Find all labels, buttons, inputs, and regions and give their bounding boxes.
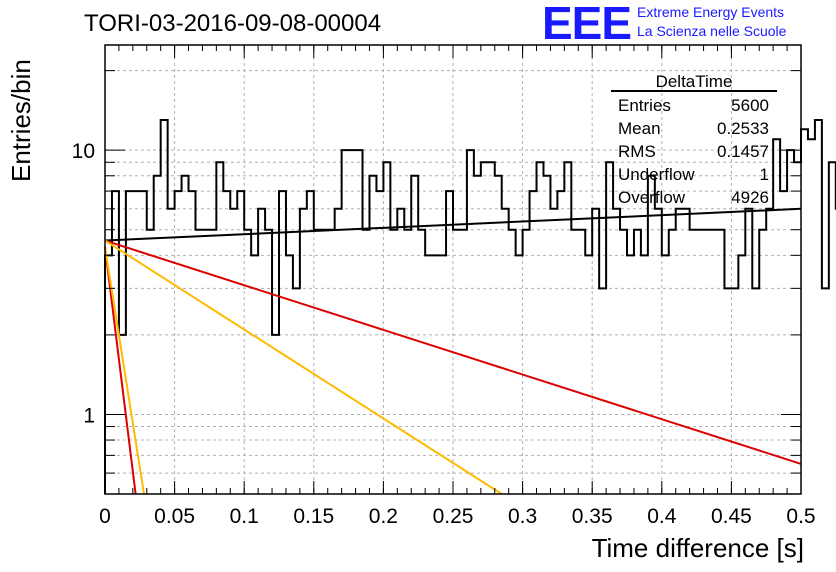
x-tick-label: 0.1 (230, 505, 259, 528)
fit-line-4 (104, 246, 145, 495)
y-axis: 1 10 (72, 70, 801, 495)
fit-line-3 (104, 246, 137, 495)
histogram-outline (104, 119, 836, 494)
logo-line-1: Extreme Energy Events (637, 4, 785, 20)
stats-row-underflow: Underflow 1 (618, 165, 769, 184)
fit-line-2 (104, 239, 503, 495)
stats-box-divider (611, 90, 777, 92)
histogram (104, 119, 836, 494)
x-axis: 0 0.05 0.1 0.15 0.2 0.25 0.3 0.35 0.4 0.45 0.5 (99, 45, 816, 528)
x-tick-label: 0.2 (369, 505, 398, 528)
y-tick-label: 1 (83, 404, 95, 427)
eee-logo: EEE (542, 0, 632, 49)
x-tick-label: 0.3 (508, 505, 537, 528)
x-tick-label: 0.35 (572, 505, 613, 528)
x-tick-label: 0.45 (711, 505, 752, 528)
x-tick-label: 0.25 (433, 505, 474, 528)
stats-box-name: DeltaTime (655, 72, 733, 91)
logo-line-2: La Scienza nelle Scuole (637, 23, 787, 39)
x-tick-label: 0.05 (154, 505, 195, 528)
eee-logo-text: Extreme Energy Events La Scienza nelle S… (637, 3, 786, 41)
stats-row-entries: Entries 5600 (618, 96, 769, 115)
x-tick-label: 0.5 (786, 505, 815, 528)
x-tick-label: 0.4 (647, 505, 677, 528)
fit-line-1 (104, 239, 802, 465)
fit-line-0 (104, 207, 802, 242)
stats-row-overflow: Overflow 4926 (618, 188, 769, 207)
chart-title: TORI-03-2016-09-08-00004 (84, 10, 382, 37)
x-tick-label: 0.15 (293, 505, 334, 528)
stats-row-rms: RMS 0.1457 (618, 142, 769, 161)
y-axis-label: Entries/bin (6, 59, 36, 182)
stats-row-mean: Mean 0.2533 (618, 119, 769, 138)
y-tick-label: 10 (72, 140, 95, 163)
x-tick-label: 0 (99, 505, 111, 528)
grid-lines (105, 45, 801, 495)
x-axis-label: Time difference [s] (591, 533, 804, 563)
stats-box: DeltaTime Entries 5600 Mean 0.2533 RMS 0.14… (611, 72, 781, 209)
